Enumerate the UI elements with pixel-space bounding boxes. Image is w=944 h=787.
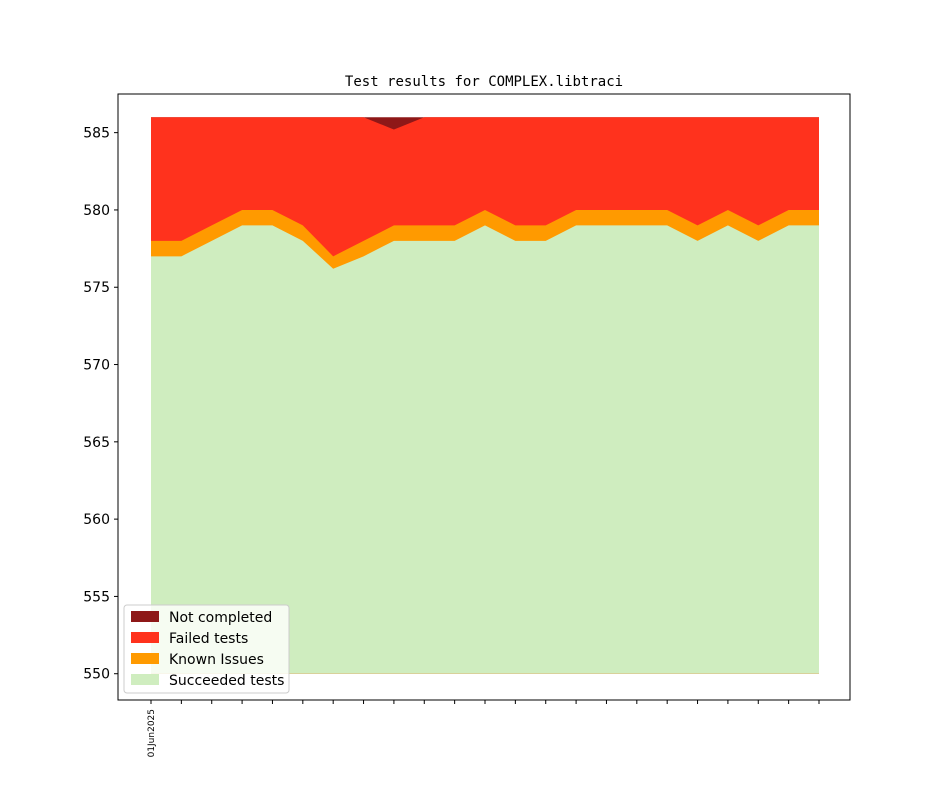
legend-label-succeeded-tests: Succeeded tests	[169, 673, 284, 689]
legend-swatch-succeeded-tests	[131, 674, 159, 685]
y-tick-label-585: 585	[83, 126, 110, 142]
y-tick-label-575: 575	[83, 280, 110, 296]
x-axis: 01Jun2025	[147, 700, 820, 757]
plot-frame	[117, 93, 851, 701]
y-axis: 550 555 560 565 570 575 580 585	[83, 126, 118, 683]
area-succeeded-tests	[151, 225, 819, 674]
y-tick-label-580: 580	[83, 203, 110, 219]
legend-label-known-issues: Known Issues	[169, 652, 264, 668]
legend-swatch-known-issues	[131, 653, 159, 664]
y-tick-label-565: 565	[83, 435, 110, 451]
legend-box	[123, 604, 290, 694]
legend-swatch-not-completed	[131, 611, 159, 622]
y-tick-label-555: 555	[83, 589, 110, 605]
x-tick-label-0: 01Jun2025	[147, 709, 157, 757]
legend: Not completed Failed tests Known Issues Suc…	[123, 604, 290, 694]
legend-swatch-failed-tests	[131, 632, 159, 643]
area-series-group	[151, 117, 819, 674]
chart-title: Test results for COMPLEX.libtraci	[345, 74, 623, 90]
y-tick-label-570: 570	[83, 358, 110, 374]
y-tick-label-560: 560	[83, 512, 110, 528]
legend-label-not-completed: Not completed	[169, 610, 272, 626]
legend-label-failed-tests: Failed tests	[169, 631, 248, 647]
y-tick-label-550: 550	[83, 667, 110, 683]
